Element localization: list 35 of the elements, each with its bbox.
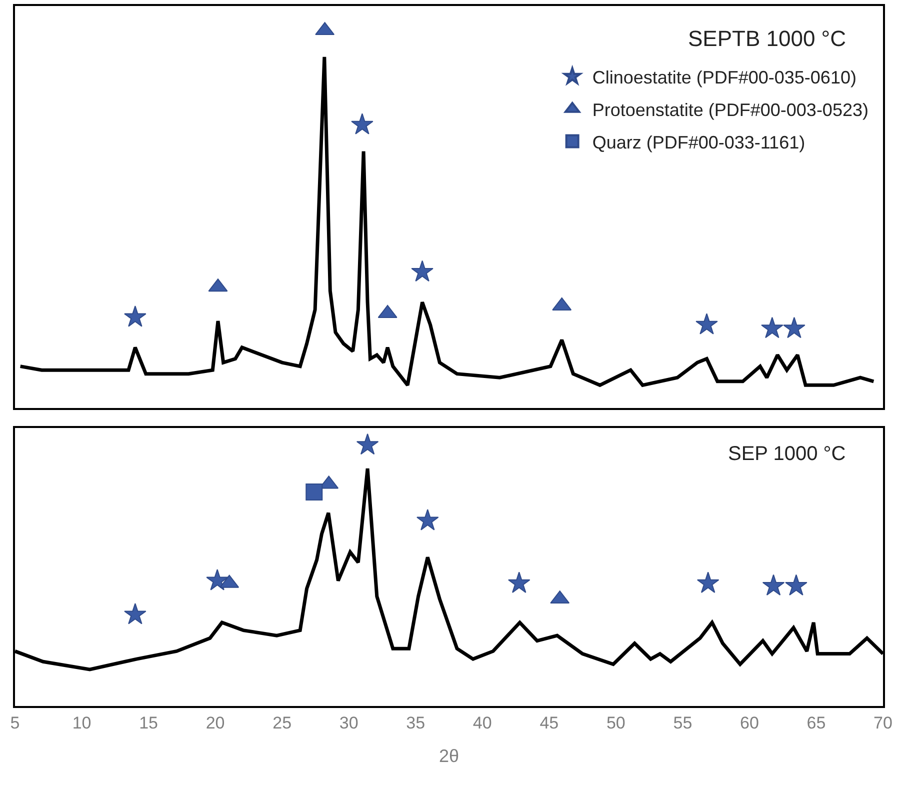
x-tick-label: 65 [806,713,826,732]
point [351,113,374,134]
legend-label: Protoenstatite (PDF#00-003-0523) [592,100,868,120]
x-tick-label: 50 [606,713,626,732]
x-tick-label: 20 [206,713,225,732]
point [783,316,806,338]
x-tick-label: 45 [540,713,559,732]
x-tick-label: 25 [272,713,292,732]
point [206,569,228,590]
point [696,572,720,593]
point [416,509,439,530]
point [785,574,808,596]
x-tick-label: 40 [472,713,492,732]
point [124,306,146,327]
annotation: SEP 1000 °C [728,443,846,465]
x-axis-title: 2θ [438,746,460,766]
point [411,260,434,282]
x-tick-label: 5 [10,713,20,732]
x-tick-label: 55 [673,713,692,732]
x-tick-label: 15 [139,713,158,732]
legend-label: Clinoestatite (PDF#00-035-0610) [592,67,856,88]
x-tick-label: 70 [874,713,892,732]
point [761,316,784,338]
legend-label: Quarz (PDF#00-033-1161) [592,132,806,152]
point [306,484,323,501]
point [696,313,718,334]
x-tick-label: 35 [406,713,426,732]
annotation: SEPTB 1000 °C [688,26,846,51]
x-tick-label: 60 [740,713,759,732]
x-tick-label: 30 [339,713,358,732]
point [356,433,379,455]
point [508,572,530,593]
x-tick-label: 10 [72,713,92,732]
point [124,602,146,624]
point [762,574,785,596]
